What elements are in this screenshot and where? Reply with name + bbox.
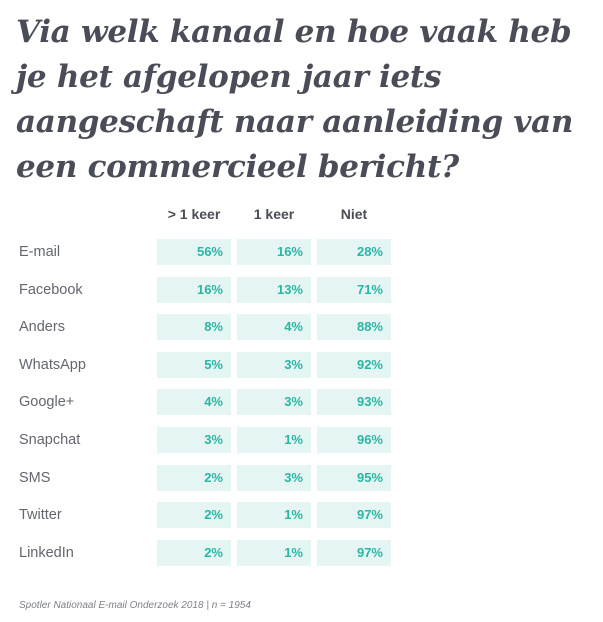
value-cell-2-1: 4% [237, 314, 311, 340]
value-cell-1-1: 13% [237, 277, 311, 303]
row-label-7: Twitter [19, 507, 62, 523]
value-cell-5-1: 1% [237, 427, 311, 453]
value-cell-3-2: 92% [317, 352, 391, 378]
column-header-1: 1 keer [253, 206, 295, 222]
value-cell-8-0: 2% [157, 540, 231, 566]
value-cell-5-2: 96% [317, 427, 391, 453]
value-cell-0-1: 16% [237, 239, 311, 265]
value-cell-8-1: 1% [237, 540, 311, 566]
value-cell-4-2: 93% [317, 389, 391, 415]
row-label-2: Anders [19, 319, 65, 335]
value-cell-2-2: 88% [317, 314, 391, 340]
value-cell-7-0: 2% [157, 502, 231, 528]
chart-title: Via welk kanaal en hoe vaak heb je het a… [16, 14, 574, 185]
row-label-6: SMS [19, 470, 51, 486]
value-cell-2-0: 8% [157, 314, 231, 340]
row-label-3: WhatsApp [19, 357, 86, 373]
value-cell-8-2: 97% [317, 540, 391, 566]
value-cell-6-1: 3% [237, 465, 311, 491]
value-cell-3-1: 3% [237, 352, 311, 378]
source-note: Spotler Nationaal E-mail Onderzoek 2018 … [19, 600, 251, 611]
column-header-0: > 1 keer [167, 206, 221, 222]
row-label-4: Google+ [19, 394, 75, 410]
value-cell-6-0: 2% [157, 465, 231, 491]
value-cell-6-2: 95% [317, 465, 391, 491]
row-label-1: Facebook [19, 282, 83, 298]
value-cell-3-0: 5% [157, 352, 231, 378]
value-cell-1-0: 16% [157, 277, 231, 303]
value-cell-0-2: 28% [317, 239, 391, 265]
column-header-2: Niet [340, 206, 368, 222]
value-cell-7-2: 97% [317, 502, 391, 528]
value-cell-1-2: 71% [317, 277, 391, 303]
value-cell-4-1: 3% [237, 389, 311, 415]
value-cell-7-1: 1% [237, 502, 311, 528]
row-label-0: E-mail [19, 244, 61, 260]
value-cell-0-0: 56% [157, 239, 231, 265]
row-label-5: Snapchat [19, 432, 81, 448]
value-cell-5-0: 3% [157, 427, 231, 453]
row-label-8: LinkedIn [19, 545, 74, 561]
value-cell-4-0: 4% [157, 389, 231, 415]
